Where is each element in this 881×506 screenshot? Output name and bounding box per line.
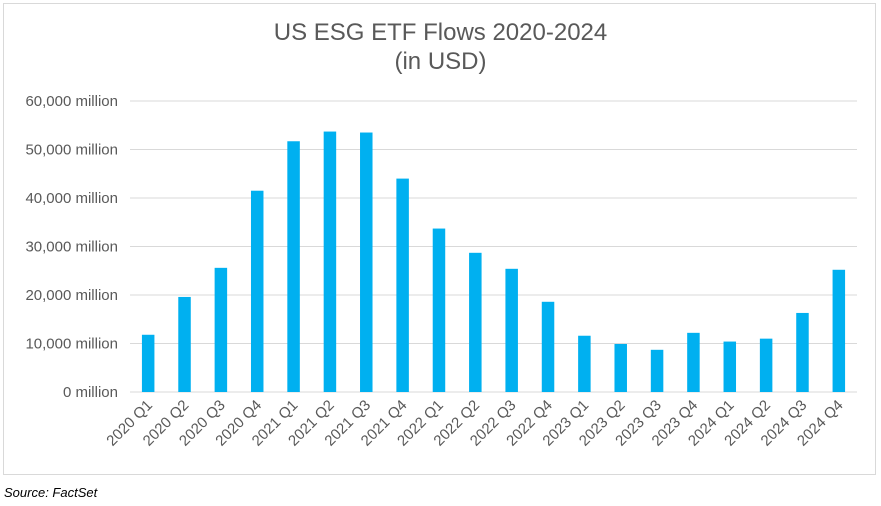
y-tick-label: 0 million <box>63 384 118 401</box>
bar <box>360 132 373 392</box>
bar <box>796 312 809 392</box>
y-tick-label: 60,000 million <box>25 93 118 110</box>
bar <box>614 343 627 392</box>
bar <box>650 349 664 392</box>
bar <box>432 228 446 392</box>
bar <box>832 269 846 392</box>
bar <box>287 141 300 392</box>
bar <box>250 190 264 392</box>
bars <box>141 131 846 392</box>
bar <box>323 131 337 392</box>
bar <box>141 334 155 392</box>
y-tick-label: 50,000 million <box>25 142 118 159</box>
bar <box>469 252 482 392</box>
source-note: Source: FactSet <box>4 485 98 500</box>
bar <box>723 341 737 392</box>
chart-subtitle: (in USD) <box>394 48 487 75</box>
bar <box>759 338 773 392</box>
bar <box>578 335 591 392</box>
y-axis-ticks: 0 million 10,000 million 20,000 million 30,… <box>25 93 118 401</box>
gridlines <box>130 100 857 393</box>
bar <box>214 267 228 392</box>
y-tick-label: 20,000 million <box>25 287 118 304</box>
chart-title-block: US ESG ETF Flows 2020-2024 (in USD) <box>0 18 881 76</box>
y-tick-label: 30,000 million <box>25 239 118 256</box>
bar <box>541 301 555 392</box>
bar <box>396 178 409 392</box>
bar <box>687 332 700 392</box>
y-tick-label: 10,000 million <box>25 336 118 353</box>
bar <box>178 296 191 392</box>
y-tick-label: 40,000 million <box>25 190 118 207</box>
chart-title: US ESG ETF Flows 2020-2024 <box>273 19 608 46</box>
bar <box>505 268 518 392</box>
